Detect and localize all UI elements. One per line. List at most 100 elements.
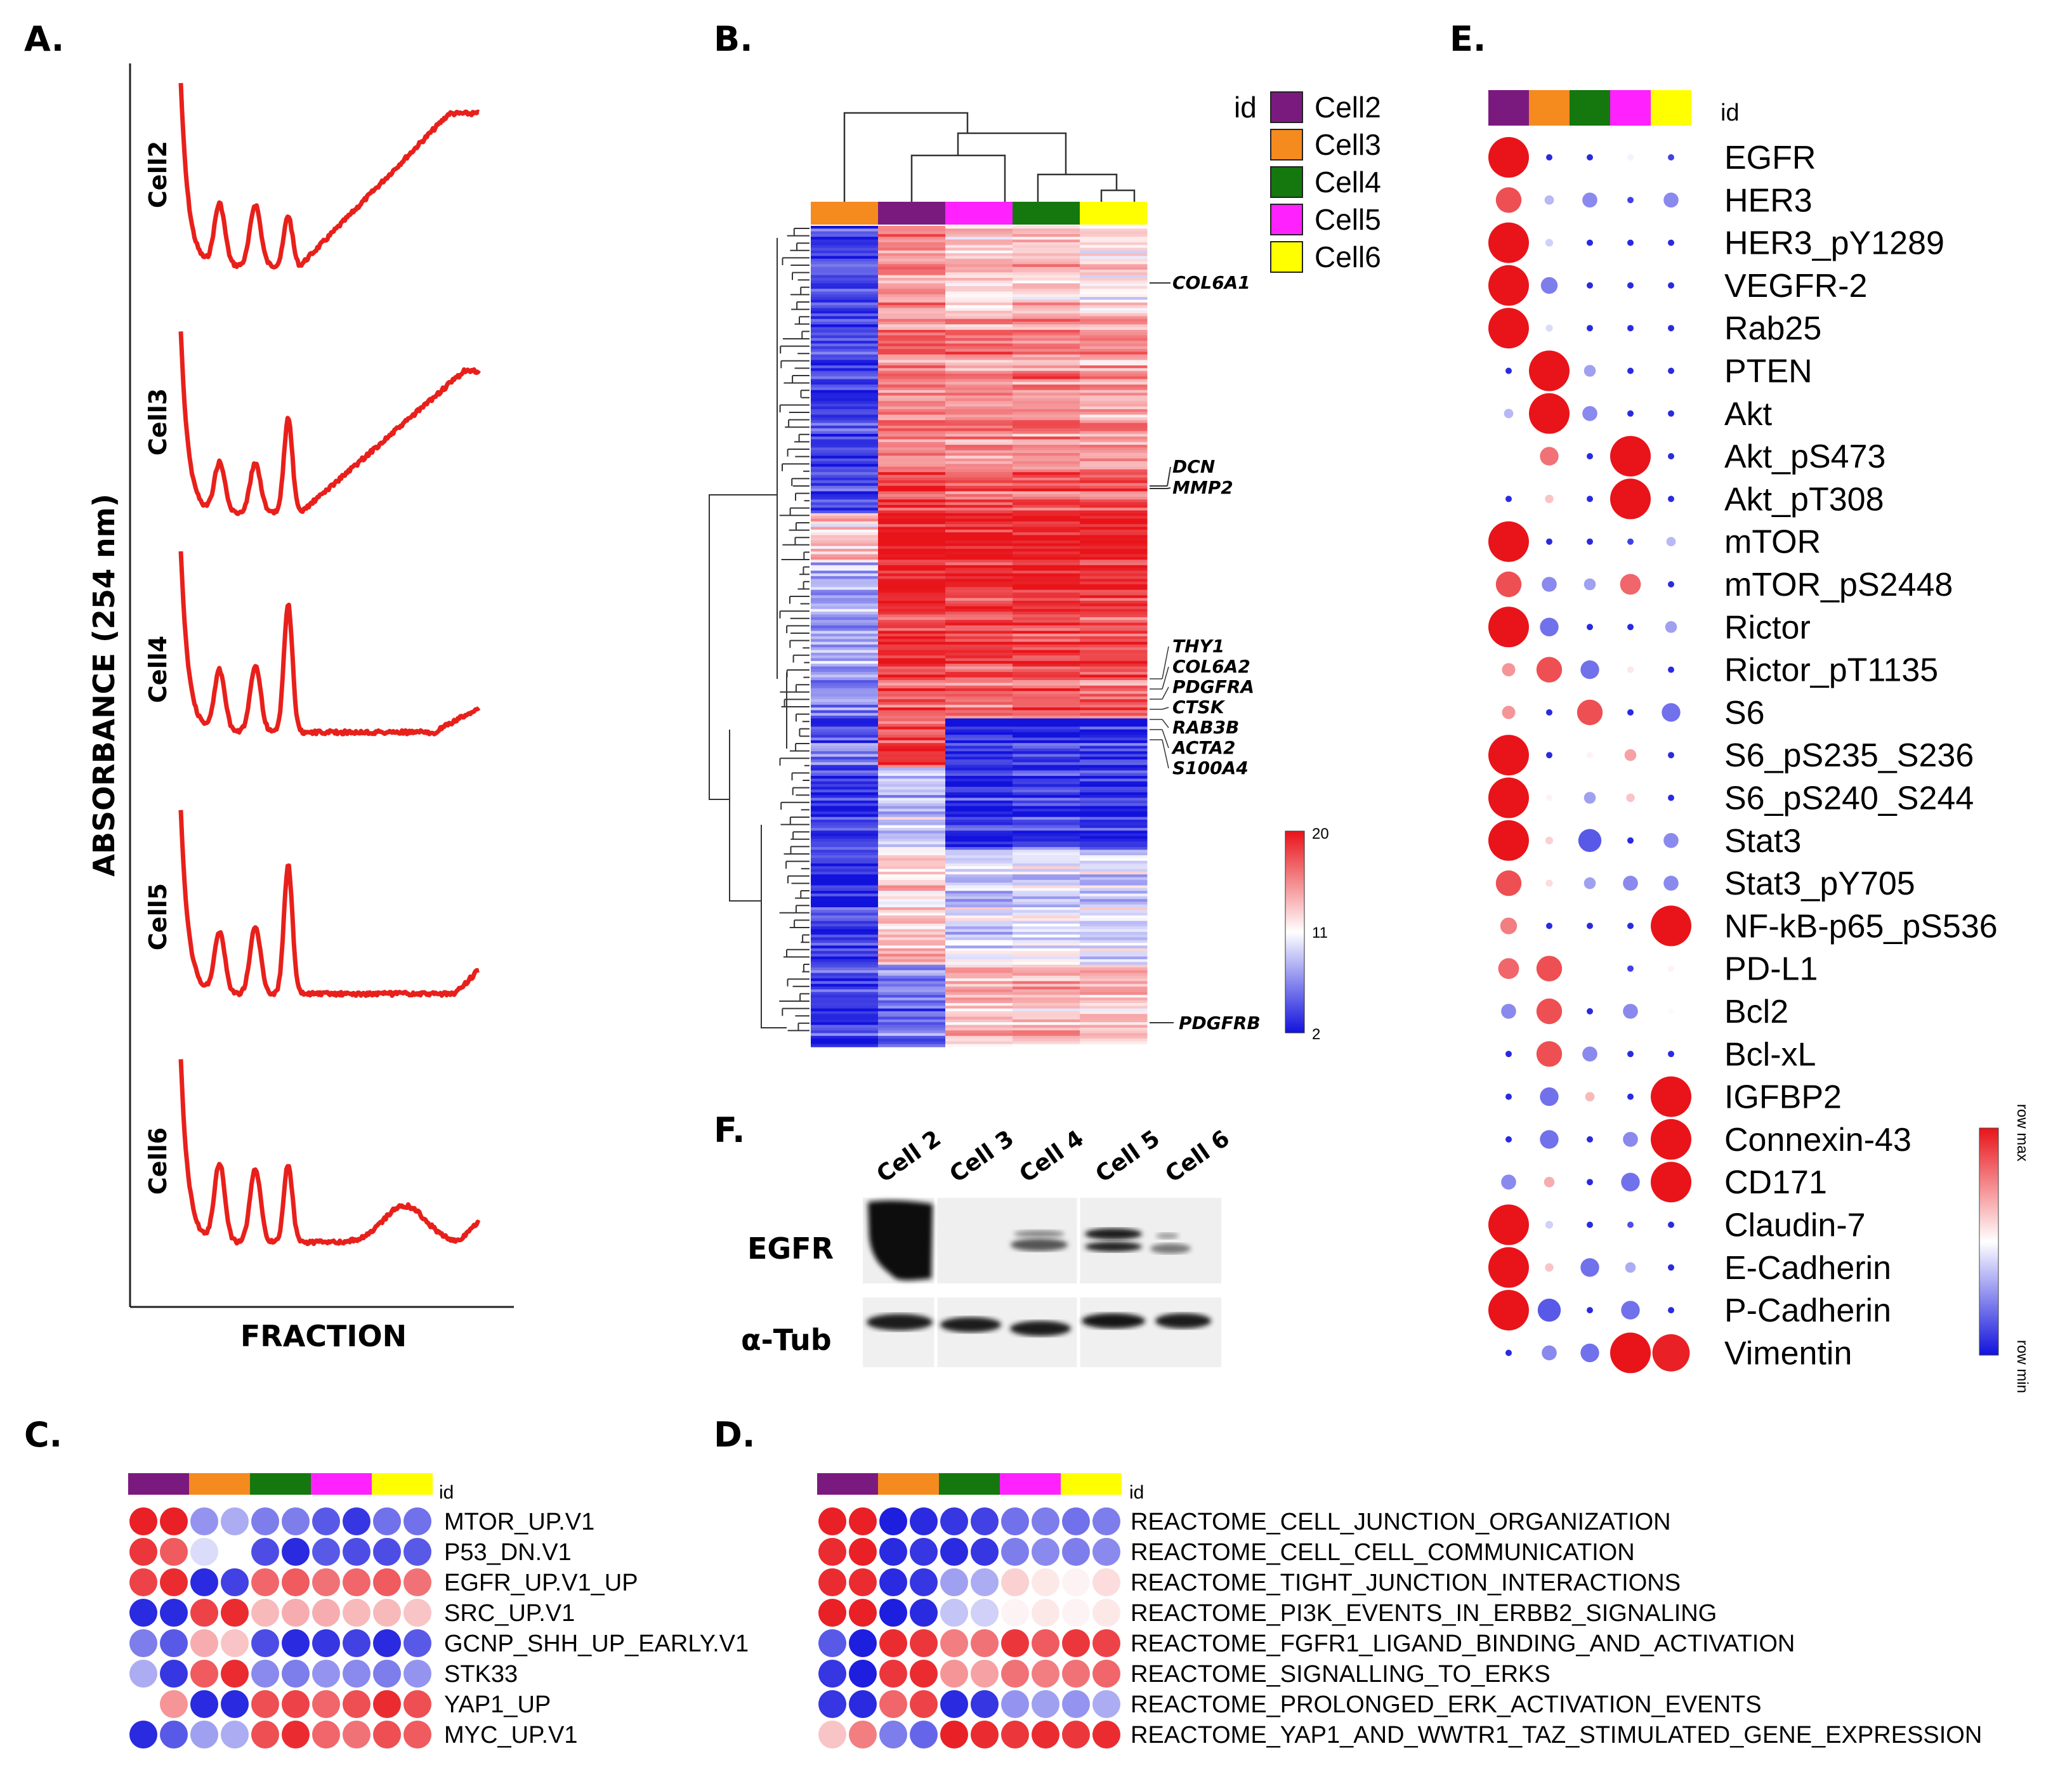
heat-cell — [878, 573, 946, 577]
gene-set-dot — [1001, 1721, 1029, 1749]
heat-cell — [811, 587, 879, 591]
heat-cell — [945, 940, 1013, 943]
heat-cell — [945, 817, 1013, 820]
heat-cell — [878, 904, 946, 908]
heat-cell — [1013, 543, 1080, 547]
heat-cell — [1013, 603, 1080, 607]
protein-label-nf-kb-p65-ps536: NF-kB-p65_pS536 — [1724, 908, 1998, 945]
heat-cell — [1013, 729, 1080, 733]
heat-cell — [945, 608, 1013, 612]
heat-cell — [945, 431, 1013, 435]
heat-cell — [878, 456, 946, 459]
heat-cell — [1013, 775, 1080, 779]
gene-set-dot — [940, 1690, 968, 1718]
protein-dot — [1505, 453, 1512, 460]
heat-cell — [1080, 983, 1148, 987]
heat-cell — [811, 453, 879, 456]
heat-cell — [1013, 935, 1080, 938]
legend-swatch-cell5 — [1270, 204, 1303, 235]
heat-cell — [1080, 1016, 1148, 1020]
protein-dot — [1627, 666, 1634, 673]
heat-cell — [878, 877, 946, 881]
heat-cell — [1080, 866, 1148, 870]
heat-cell — [945, 266, 1013, 270]
heat-cell — [811, 636, 879, 640]
heat-cell — [1080, 778, 1148, 782]
heat-cell — [945, 863, 1013, 867]
heat-cell — [878, 1000, 946, 1004]
heat-cell — [811, 959, 879, 962]
heat-cell — [1013, 535, 1080, 539]
protein-dot — [1505, 1093, 1512, 1100]
heat-cell — [878, 759, 946, 763]
heat-cell — [945, 631, 1013, 634]
heat-cell — [945, 587, 1013, 591]
heat-cell — [1013, 1030, 1080, 1034]
heat-cell — [1013, 365, 1080, 369]
heat-cell — [945, 321, 1013, 325]
gene-set-dot — [849, 1660, 877, 1688]
heat-cell — [1013, 554, 1080, 558]
heat-cell — [1080, 882, 1148, 886]
heat-cell — [878, 956, 946, 960]
heat-cell — [945, 639, 1013, 643]
heat-cell — [811, 541, 879, 544]
heat-cell — [1013, 770, 1080, 774]
gene-label-dcn: DCN — [1172, 456, 1215, 477]
heat-cell — [878, 921, 946, 924]
heat-cell — [1080, 494, 1148, 497]
gene-set-dot — [251, 1507, 279, 1535]
heat-cell — [811, 1041, 879, 1045]
heat-cell — [1080, 874, 1148, 878]
heat-cell — [811, 510, 879, 514]
heat-cell — [1013, 456, 1080, 459]
d-grid-colbar-cell5 — [1000, 1473, 1061, 1495]
heat-cell — [1080, 332, 1148, 336]
heat-cell — [878, 710, 946, 714]
heat-cell — [1080, 907, 1148, 910]
heat-cell — [945, 406, 1013, 410]
heat-cell — [945, 710, 1013, 714]
heat-cell — [811, 390, 879, 393]
heat-cell — [1013, 817, 1080, 820]
heat-cell — [878, 683, 946, 686]
heat-cell — [878, 253, 946, 257]
protein-dot — [1544, 195, 1554, 205]
heat-cell — [811, 644, 879, 648]
heat-cell — [945, 912, 1013, 916]
heat-cell — [811, 398, 879, 402]
gene-set-label-reactome-fgfr1-ligand-binding-and-activation: REACTOME_FGFR1_LIGAND_BINDING_AND_ACTIVA… — [1131, 1630, 1795, 1657]
heat-cell — [878, 669, 946, 673]
heat-cell — [1080, 762, 1148, 766]
band-egfr-cell4 — [1011, 1238, 1068, 1251]
heat-cell — [878, 833, 946, 837]
heat-cell — [1013, 464, 1080, 468]
heat-cell — [1013, 1002, 1080, 1006]
heat-cell — [1080, 975, 1148, 979]
trace-cell4 — [178, 551, 481, 737]
heat-cell — [1080, 576, 1148, 580]
gene-set-dot — [1062, 1629, 1090, 1657]
heat-cell — [1080, 792, 1148, 796]
heat-cell — [878, 691, 946, 695]
heat-cell — [1013, 658, 1080, 662]
heat-cell — [945, 792, 1013, 796]
heat-cell — [1080, 313, 1148, 317]
heat-cell — [811, 261, 879, 265]
heat-cell — [1080, 825, 1148, 829]
heat-cell — [878, 902, 946, 905]
heat-cell — [1013, 844, 1080, 848]
protein-dot — [1610, 1332, 1651, 1374]
heat-cell — [1080, 759, 1148, 763]
heat-cell — [1080, 480, 1148, 484]
heat-cell — [811, 237, 879, 240]
heat-cell — [811, 983, 879, 987]
heat-cell — [811, 893, 879, 897]
heat-cell — [945, 1027, 1013, 1031]
heat-cell — [878, 584, 946, 587]
gene-set-dot — [251, 1538, 279, 1566]
heat-cell — [1080, 371, 1148, 374]
heat-cell — [1080, 1035, 1148, 1039]
heat-cell — [1080, 641, 1148, 645]
heat-cell — [1013, 310, 1080, 314]
